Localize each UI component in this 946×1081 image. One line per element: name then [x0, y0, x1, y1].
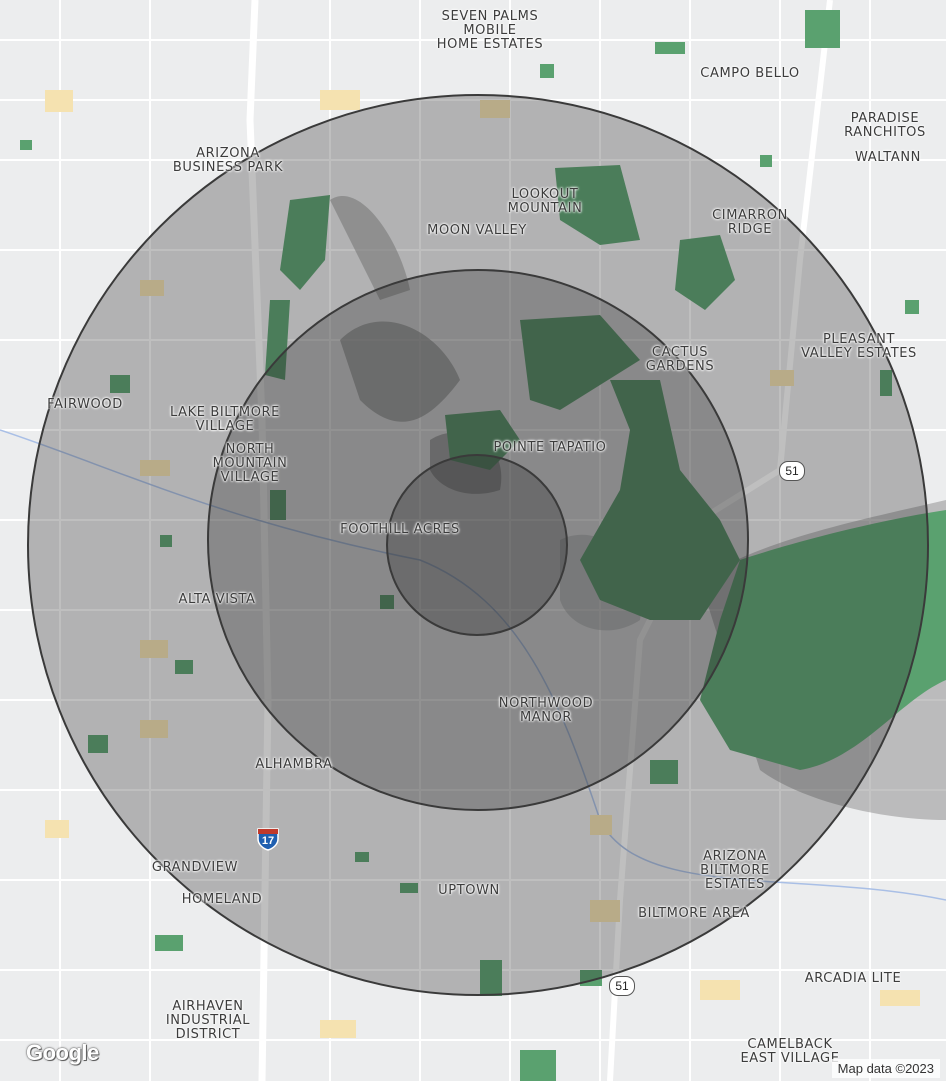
commercial-areas	[45, 90, 920, 1038]
sr51-shield-icon: 51	[779, 461, 805, 481]
label-airhaven-industrial-district: AIRHAVEN INDUSTRIAL DISTRICT	[165, 999, 251, 1042]
label-foothill-acres: FOOTHILL ACRES	[340, 522, 460, 537]
radius-rings	[27, 94, 929, 996]
label-lake-biltmore-village: LAKE BILTMORE VILLAGE	[170, 405, 280, 434]
label-arcadia-lite: ARCADIA LITE	[804, 971, 902, 986]
label-campo-bello: CAMPO BELLO	[700, 66, 800, 81]
google-logo[interactable]: Google	[26, 1040, 99, 1065]
radius-ring-outer	[27, 94, 929, 996]
label-arizona-business-park: ARIZONA BUSINESS PARK	[172, 146, 284, 175]
label-northwood-manor: NORTHWOOD MANOR	[498, 696, 594, 725]
label-pleasant-valley-estates: PLEASANT VALLEY ESTATES	[801, 332, 917, 361]
radius-ring-middle	[207, 269, 749, 811]
label-fairwood: FAIRWOOD	[47, 397, 123, 412]
label-alta-vista: ALTA VISTA	[178, 592, 256, 607]
label-north-mountain-village: NORTH MOUNTAIN VILLAGE	[212, 442, 288, 485]
label-seven-palms: SEVEN PALMS MOBILE HOME ESTATES	[436, 9, 544, 52]
radius-ring-inner	[386, 454, 568, 636]
label-uptown: UPTOWN	[438, 883, 500, 898]
label-lookout-mountain: LOOKOUT MOUNTAIN	[507, 187, 583, 216]
label-pointe-tapatio: POINTE TAPATIO	[493, 440, 607, 455]
label-biltmore-area: BILTMORE AREA	[638, 906, 750, 921]
label-homeland: HOMELAND	[181, 892, 263, 907]
i17-shield-number: 17	[261, 834, 275, 847]
sr51-shield-icon: 51	[609, 976, 635, 996]
label-cimarron-ridge: CIMARRON RIDGE	[712, 208, 788, 237]
map-attribution[interactable]: Map data ©2023	[831, 1059, 940, 1078]
label-cactus-gardens: CACTUS GARDENS	[645, 345, 715, 374]
i17-freeway	[246, 0, 272, 1081]
canal	[0, 429, 946, 901]
label-paradise-ranchitos: PARADISE RANCHITOS	[844, 111, 926, 140]
label-camelback-east-village: CAMELBACK EAST VILLAGE	[740, 1037, 840, 1066]
label-grandview: GRANDVIEW	[151, 860, 239, 875]
label-waltann: WALTANN	[855, 150, 921, 165]
i17-shield-icon: 17	[256, 827, 280, 851]
label-alhambra: ALHAMBRA	[255, 757, 333, 772]
parks	[20, 10, 946, 1081]
label-moon-valley: MOON VALLEY	[427, 223, 527, 238]
label-arizona-biltmore-estates: ARIZONA BILTMORE ESTATES	[700, 849, 770, 892]
